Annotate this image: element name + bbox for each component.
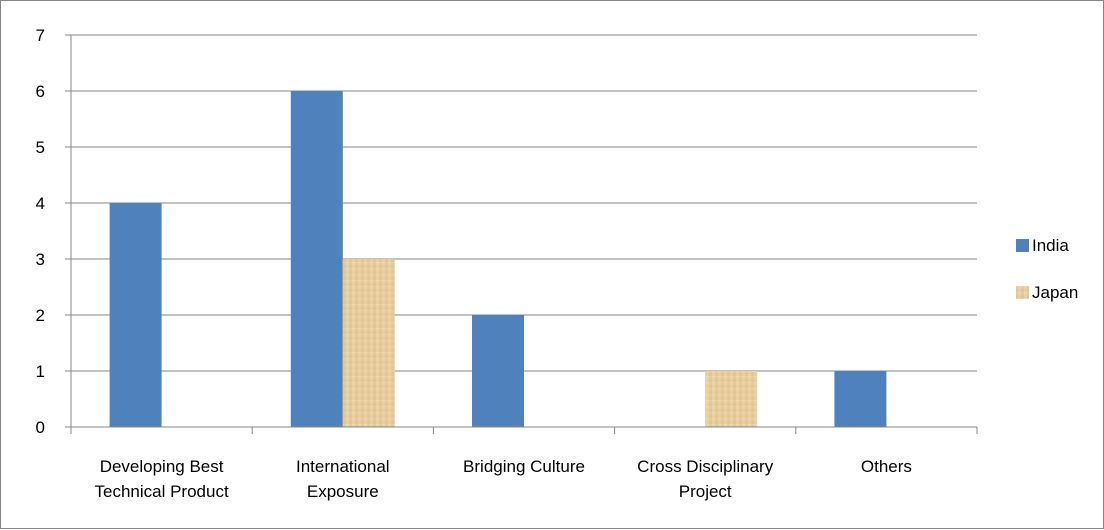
x-category-label: Bridging Culture bbox=[463, 457, 585, 476]
x-category-label: Developing Best bbox=[100, 457, 224, 476]
legend-swatch-japan bbox=[1016, 286, 1029, 299]
gridlines bbox=[71, 34, 977, 372]
labels: 0 1 2 3 4 5 6 7 Developing Best Technical Product… bbox=[36, 26, 912, 501]
axes bbox=[65, 34, 978, 434]
legend-label-japan: Japan bbox=[1032, 283, 1078, 302]
x-category-label: Others bbox=[861, 457, 912, 476]
x-category-label: Cross Disciplinary bbox=[637, 457, 774, 476]
x-category-label: International bbox=[296, 457, 390, 476]
bar-india bbox=[109, 203, 162, 427]
legend-label-india: India bbox=[1032, 236, 1069, 255]
bars bbox=[109, 91, 887, 427]
y-tick-label: 7 bbox=[36, 26, 45, 45]
bar-japan bbox=[705, 371, 758, 427]
legend: India Japan bbox=[1016, 236, 1078, 302]
bar-india bbox=[290, 91, 343, 427]
bar-india bbox=[834, 371, 887, 427]
legend-swatch-india bbox=[1016, 239, 1029, 252]
bar-india bbox=[472, 315, 524, 427]
bar-japan bbox=[342, 259, 395, 427]
x-category-label: Exposure bbox=[307, 482, 379, 501]
y-tick-label: 1 bbox=[36, 362, 45, 381]
y-tick-label: 6 bbox=[36, 82, 45, 101]
y-tick-label: 2 bbox=[36, 306, 45, 325]
y-tick-label: 3 bbox=[36, 250, 45, 269]
x-category-label: Technical Product bbox=[95, 482, 229, 501]
y-tick-label: 0 bbox=[36, 418, 45, 437]
y-tick-label: 5 bbox=[36, 138, 45, 157]
y-tick-label: 4 bbox=[36, 194, 45, 213]
x-category-label: Project bbox=[679, 482, 732, 501]
